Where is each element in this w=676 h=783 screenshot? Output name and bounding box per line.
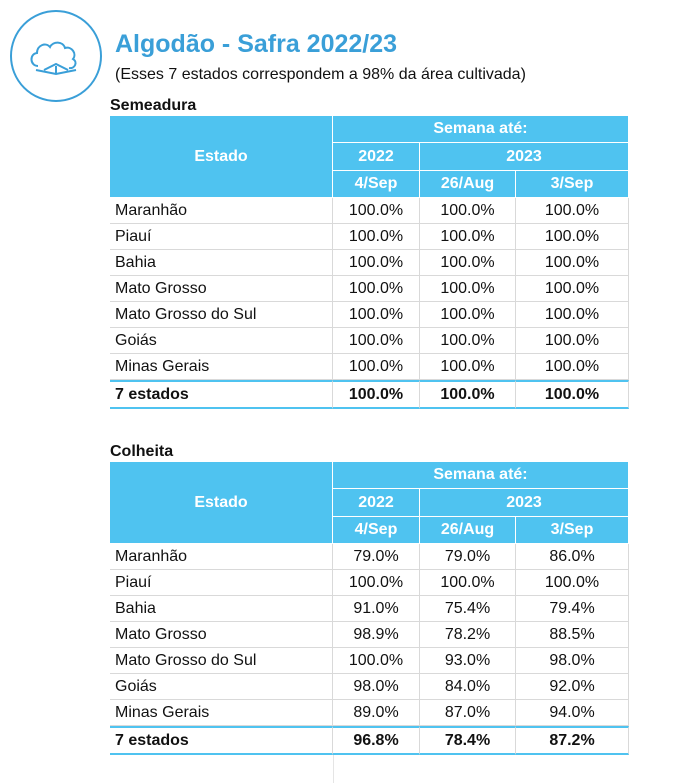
- table-cell: 92.0%: [516, 674, 629, 700]
- table-cell: Minas Gerais: [110, 700, 333, 726]
- table-cell: 100.0%: [420, 570, 516, 596]
- header-cell: 2022: [333, 489, 420, 517]
- table-cell: Goiás: [110, 674, 333, 700]
- table-cell: Bahia: [110, 596, 333, 622]
- header-cell: 4/Sep: [333, 517, 420, 544]
- total-cell: 100.0%: [516, 380, 629, 409]
- table-cell: 100.0%: [516, 198, 629, 224]
- table-cell: 100.0%: [516, 354, 629, 380]
- table-cell: 91.0%: [333, 596, 420, 622]
- table-cell: Minas Gerais: [110, 354, 333, 380]
- table-cell: 100.0%: [420, 198, 516, 224]
- table-cell: 78.2%: [420, 622, 516, 648]
- table-cell: 98.9%: [333, 622, 420, 648]
- total-cell: 87.2%: [516, 726, 629, 755]
- table-cell: 100.0%: [516, 302, 629, 328]
- total-cell: 100.0%: [333, 380, 420, 409]
- table-cell: 100.0%: [333, 250, 420, 276]
- header-cell: 2023: [420, 143, 629, 171]
- table-cell: 100.0%: [420, 250, 516, 276]
- total-cell: 96.8%: [333, 726, 420, 755]
- table-cell: Piauí: [110, 224, 333, 250]
- header-cell: Estado: [110, 462, 333, 544]
- header-cell: Estado: [110, 116, 333, 198]
- table-cell: 79.0%: [420, 544, 516, 570]
- table-cell: 98.0%: [333, 674, 420, 700]
- table-cell: 94.0%: [516, 700, 629, 726]
- table-cell: Mato Grosso: [110, 622, 333, 648]
- table-cell: Mato Grosso do Sul: [110, 302, 333, 328]
- section-title: Colheita: [110, 443, 174, 460]
- table-cell: Mato Grosso do Sul: [110, 648, 333, 674]
- table-cell: Maranhão: [110, 198, 333, 224]
- title: Algodão - Safra 2022/23: [115, 30, 398, 58]
- table-cell: Piauí: [110, 570, 333, 596]
- header-cell: 2022: [333, 143, 420, 171]
- table-cell: 93.0%: [420, 648, 516, 674]
- total-cell: 7 estados: [110, 726, 333, 755]
- header-cell: 4/Sep: [333, 171, 420, 198]
- table-cell: 100.0%: [516, 276, 629, 302]
- table-cell: 100.0%: [516, 570, 629, 596]
- table-cell: Mato Grosso: [110, 276, 333, 302]
- cotton-icon: [10, 10, 102, 102]
- table-cell: 100.0%: [420, 328, 516, 354]
- table-cell: 100.0%: [333, 276, 420, 302]
- table-cell: 86.0%: [516, 544, 629, 570]
- table-cell: 100.0%: [420, 276, 516, 302]
- table-cell: 100.0%: [420, 302, 516, 328]
- table-cell: 100.0%: [516, 328, 629, 354]
- header-cell: Semana até:: [333, 462, 629, 489]
- table-cell: 100.0%: [420, 224, 516, 250]
- header-cell: 2023: [420, 489, 629, 517]
- table-cell: 87.0%: [420, 700, 516, 726]
- subtitle: (Esses 7 estados correspondem a 98% da á…: [115, 66, 526, 83]
- table-cell: 100.0%: [333, 198, 420, 224]
- table-cell: 100.0%: [333, 302, 420, 328]
- table-cell: Goiás: [110, 328, 333, 354]
- total-cell: 78.4%: [420, 726, 516, 755]
- table-cell: 100.0%: [333, 354, 420, 380]
- header-cell: 3/Sep: [516, 171, 629, 198]
- table-cell: 79.4%: [516, 596, 629, 622]
- table-cell: Bahia: [110, 250, 333, 276]
- table-cell: 100.0%: [333, 328, 420, 354]
- table-cell: 100.0%: [333, 570, 420, 596]
- total-cell: 100.0%: [420, 380, 516, 409]
- header-cell: 26/Aug: [420, 517, 516, 544]
- table-cell: 100.0%: [420, 354, 516, 380]
- header-cell: 3/Sep: [516, 517, 629, 544]
- section-title: Semeadura: [110, 97, 197, 114]
- table-cell: 88.5%: [516, 622, 629, 648]
- table-cell: 84.0%: [420, 674, 516, 700]
- header-cell: 26/Aug: [420, 171, 516, 198]
- table-cell: Maranhão: [110, 544, 333, 570]
- table-cell: 75.4%: [420, 596, 516, 622]
- header-cell: Semana até:: [333, 116, 629, 143]
- gridline: [333, 754, 334, 783]
- table-cell: 100.0%: [516, 250, 629, 276]
- table-cell: 100.0%: [333, 648, 420, 674]
- table-cell: 89.0%: [333, 700, 420, 726]
- table-cell: 100.0%: [333, 224, 420, 250]
- table-cell: 79.0%: [333, 544, 420, 570]
- table-cell: 98.0%: [516, 648, 629, 674]
- total-cell: 7 estados: [110, 380, 333, 409]
- table-cell: 100.0%: [516, 224, 629, 250]
